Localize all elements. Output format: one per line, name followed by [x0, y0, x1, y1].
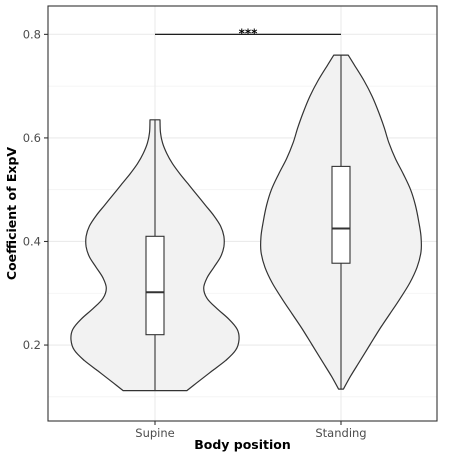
- x-axis-title: Body position: [194, 437, 291, 452]
- box-supine: [145, 235, 165, 336]
- boxplots: [145, 55, 351, 391]
- y-tick-label: 0.2: [23, 338, 41, 352]
- panel-border: [47, 5, 438, 422]
- y-tick-label: 0.4: [23, 234, 41, 248]
- axes: 0.2 0.4 0.6 0.8 Supine Standing: [23, 27, 367, 440]
- box-standing: [331, 165, 351, 264]
- y-tick-label: 0.6: [23, 131, 41, 145]
- significance-label: ***: [239, 26, 259, 40]
- y-axis-title: Coefficient of ExpV: [4, 147, 19, 281]
- x-tick-label: Supine: [135, 426, 174, 440]
- x-tick-label: Standing: [315, 426, 366, 440]
- y-tick-label: 0.8: [23, 27, 41, 41]
- significance-annotation: ***: [155, 26, 341, 40]
